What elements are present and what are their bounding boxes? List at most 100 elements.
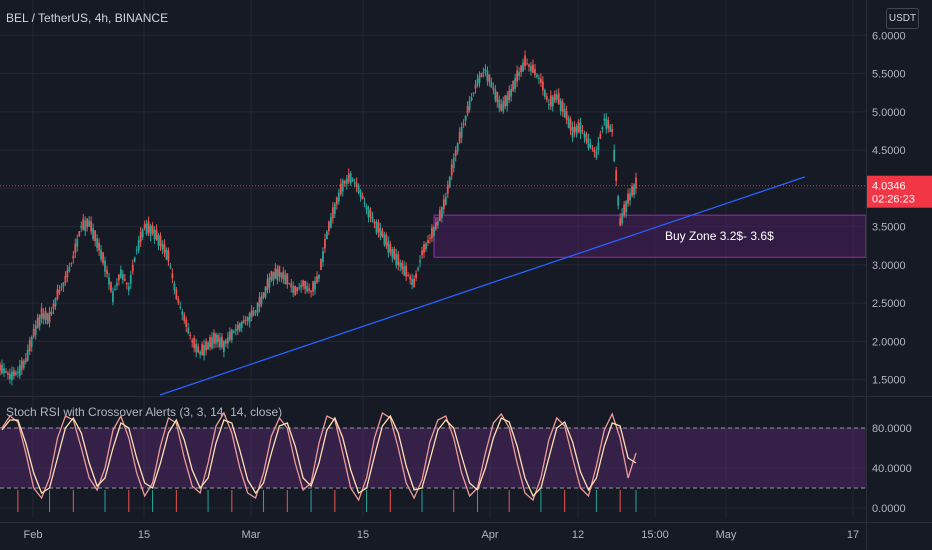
candle-body <box>86 218 89 228</box>
candle-body <box>490 82 493 88</box>
candle-body <box>159 235 162 246</box>
candle-body <box>444 196 447 205</box>
candle-body <box>181 311 184 315</box>
time-tick-label: 15 <box>138 529 150 541</box>
candle-body <box>129 275 132 284</box>
candle-body <box>121 274 124 280</box>
candle-body <box>308 288 310 291</box>
time-tick-label: May <box>716 529 737 541</box>
candle-body <box>555 94 558 100</box>
candle-body <box>157 234 160 246</box>
candle-body <box>12 370 15 377</box>
candle-body <box>401 262 404 270</box>
candle-body <box>102 252 104 264</box>
stoch-k-line <box>1 411 637 502</box>
candle-body <box>310 290 312 293</box>
candle-body <box>619 218 622 226</box>
candle-body <box>38 315 41 327</box>
candle-body <box>296 287 299 292</box>
candle-body <box>486 70 489 81</box>
candle-body <box>292 286 295 294</box>
candle-body <box>433 227 435 237</box>
candle-body <box>36 317 39 329</box>
candle-body <box>256 302 259 314</box>
candle-body <box>534 69 536 75</box>
candle-body <box>567 117 570 128</box>
candle-body <box>217 335 219 343</box>
candle-body <box>369 210 372 218</box>
candle-body <box>504 95 507 107</box>
candle-body <box>339 183 342 195</box>
candle-body <box>316 276 318 283</box>
candle-body <box>545 96 548 100</box>
candle-body <box>50 311 53 314</box>
candle-body <box>635 177 637 189</box>
candle-body <box>385 235 388 247</box>
candle-body <box>328 221 330 232</box>
candle-body <box>114 289 116 291</box>
candle-body <box>22 360 25 368</box>
candle-body <box>189 334 192 337</box>
candle-body <box>236 324 239 330</box>
candle-body <box>425 243 427 250</box>
candle-body <box>557 93 560 105</box>
candle-body <box>405 265 408 277</box>
candle-body <box>133 257 136 262</box>
candle-body <box>365 206 368 210</box>
candle-body <box>355 182 358 188</box>
candle-body <box>268 277 271 288</box>
candle-body <box>434 222 437 230</box>
candle-body <box>377 222 380 233</box>
candle-body <box>193 337 196 349</box>
candle-body <box>450 164 453 176</box>
candle-body <box>421 250 423 256</box>
candle-body <box>460 126 463 138</box>
candle-body <box>165 249 168 260</box>
candle-body <box>524 55 526 67</box>
candle-body <box>90 221 93 232</box>
candle-body <box>498 99 501 109</box>
candle-body <box>506 95 509 107</box>
candle-body <box>589 143 592 148</box>
candle-body <box>187 328 190 333</box>
candle-body <box>466 106 469 114</box>
buy-zone-rectangle[interactable] <box>433 214 867 258</box>
candle-body <box>260 296 263 305</box>
candle-body <box>605 118 608 129</box>
candle-body <box>577 121 580 132</box>
candle-body <box>127 286 130 291</box>
candle-body <box>119 269 122 278</box>
candle-body <box>155 229 158 241</box>
candle-body <box>84 220 87 232</box>
candle-body <box>633 184 635 195</box>
candle-body <box>72 255 75 259</box>
candle-body <box>173 283 176 291</box>
ascending-trendline[interactable] <box>159 176 806 396</box>
candle-body <box>213 332 215 344</box>
candle-body <box>335 197 338 205</box>
currency-button[interactable]: USDT <box>886 8 919 29</box>
candle-body <box>98 242 100 251</box>
candle-body <box>116 283 118 286</box>
candle-body <box>502 101 505 112</box>
candle-body <box>16 371 19 373</box>
candle-body <box>516 70 519 82</box>
candle-body <box>411 278 414 285</box>
candle-body <box>18 365 21 376</box>
candle-body <box>195 344 198 353</box>
candle-body <box>623 204 626 216</box>
candle-body <box>110 282 112 292</box>
candle-body <box>135 249 138 251</box>
candle-body <box>302 280 305 287</box>
candle-body <box>581 130 584 132</box>
time-tick-label: 15 <box>357 529 369 541</box>
candle-body <box>553 93 556 102</box>
indicator-tick-label: 40.0000 <box>872 463 912 475</box>
candle-body <box>3 368 5 373</box>
candle-body <box>274 268 277 279</box>
candle-body <box>609 125 612 132</box>
candle-body <box>44 311 47 320</box>
candle-body <box>423 244 425 253</box>
